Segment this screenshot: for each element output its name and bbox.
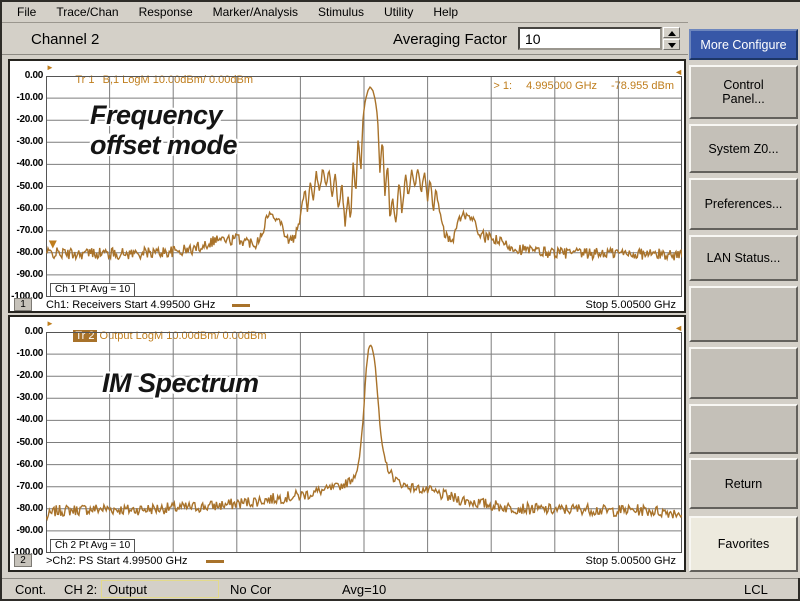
y-axis-tick-label: -30.00 — [16, 392, 43, 404]
y-axis-tick-label: -10.00 — [16, 348, 43, 360]
y-axis-tick-label: -100.00 — [11, 291, 43, 302]
channel-1-badge[interactable]: 1 — [14, 298, 32, 311]
lcl-indicator: LCL — [744, 582, 768, 597]
reference-level-marker-icon: ◄ — [674, 67, 683, 77]
y-axis-tick-label: -50.00 — [16, 180, 43, 192]
chart-2: ► Tr 2 Output LogM 10.00dBm/ 0.00dBm ◄ 0… — [8, 315, 686, 572]
more-configure-button[interactable]: More Configure — [689, 29, 798, 60]
blank-button-3[interactable] — [689, 404, 798, 454]
y-axis-tick-label: -70.00 — [16, 480, 43, 492]
chart-1: ► Tr 1 B,1 LogM 10.00dBm/ 0.00dBm > 1: 4.… — [8, 59, 686, 313]
channel-indicator: CH 2: — [64, 582, 98, 597]
sweep-mode-indicator: Cont. — [15, 582, 47, 597]
ch1-start-frequency-label: Ch1: Receivers Start 4.99500 GHz — [46, 299, 216, 311]
y-axis-tick-label: -20.00 — [16, 114, 43, 126]
spinner-up-button[interactable] — [663, 27, 680, 38]
menu-item-utility[interactable]: Utility — [384, 5, 414, 19]
y-axis-tick-label: 0.00 — [24, 70, 44, 81]
trace-1-badge: Tr 1 — [75, 74, 95, 86]
y-axis-tick-label: -30.00 — [16, 136, 43, 148]
ch1-point-average-indicator: Ch 1 Pt Avg = 10 — [50, 283, 136, 297]
marker-1-readout: > 1: 4.995000 GHz -78.955 dBm — [475, 68, 674, 104]
menu-item-marker-analysis[interactable]: Marker/Analysis — [212, 5, 298, 19]
trace-2-color-key — [206, 560, 224, 563]
arrow-up-icon — [668, 31, 676, 36]
y-axis-tick-label: -60.00 — [16, 458, 43, 470]
averaging-factor-input[interactable] — [518, 27, 662, 50]
marker-1-id: > 1: — [493, 80, 513, 92]
system-z0-button[interactable]: System Z0... — [689, 124, 798, 173]
y-axis-tick-label: -20.00 — [16, 370, 43, 382]
y-axis-tick-label: -70.00 — [16, 224, 43, 236]
preferences-button[interactable]: Preferences... — [689, 178, 798, 230]
control-panel-button[interactable]: Control Panel... — [689, 65, 798, 119]
marker-1-triangle — [48, 240, 57, 249]
y-axis-tick-label: 0.00 — [24, 326, 44, 337]
menu-item-help[interactable]: Help — [433, 5, 459, 19]
channel-title: Channel 2 — [31, 31, 100, 48]
plot-area-2 — [46, 332, 682, 553]
reference-level-marker-icon: ◄ — [674, 323, 683, 333]
annotation-frequency-offset-mode: Frequency offset mode — [90, 100, 238, 160]
measurement-indicator[interactable]: Output — [101, 580, 219, 598]
ch2-point-average-indicator: Ch 2 Pt Avg = 10 — [50, 539, 136, 553]
marker-1-frequency: 4.995000 GHz — [526, 80, 598, 92]
y-axis-tick-label: -40.00 — [16, 158, 43, 170]
averaging-status: Avg=10 — [342, 582, 387, 597]
y-axis-tick-label: -90.00 — [16, 524, 43, 536]
ch2-stop-frequency-label: Stop 5.00500 GHz — [585, 555, 676, 567]
annotation-im-spectrum: IM Spectrum — [102, 368, 259, 398]
menu-item-response[interactable]: Response — [138, 5, 193, 19]
arrow-down-icon — [668, 43, 676, 48]
y-axis-tick-label: -80.00 — [16, 502, 43, 514]
y-axis-tick-label: -10.00 — [16, 92, 43, 104]
y-axis-tick-label: -50.00 — [16, 436, 43, 448]
blank-button-1[interactable] — [689, 286, 798, 342]
trace-select-arrow-icon: ► — [46, 63, 54, 72]
trace-1-color-key — [232, 304, 250, 307]
averaging-factor-spinner — [663, 27, 680, 50]
lan-status-button[interactable]: LAN Status... — [689, 235, 798, 281]
y-axis-tick-label: -90.00 — [16, 268, 43, 280]
y-axis-tick-label: -80.00 — [16, 246, 43, 258]
favorites-button[interactable]: Favorites — [689, 516, 798, 572]
y-axis-tick-label: -60.00 — [16, 202, 43, 214]
trace-select-arrow-icon: ► — [46, 319, 54, 328]
averaging-factor-label: Averaging Factor — [393, 31, 507, 48]
menu-item-trace-chan[interactable]: Trace/Chan — [56, 5, 119, 19]
ch1-stop-frequency-label: Stop 5.00500 GHz — [585, 299, 676, 311]
blank-button-2[interactable] — [689, 347, 798, 399]
chart-2-footer: 2 >Ch2: PS Start 4.99500 GHz Stop 5.0050… — [10, 554, 684, 568]
status-bar: Cont. CH 2: Output No Cor Avg=10 LCL — [2, 578, 798, 599]
chart-1-footer: 1 Ch1: Receivers Start 4.99500 GHz Stop … — [10, 298, 684, 312]
y-axis-tick-label: -40.00 — [16, 414, 43, 426]
channel-bar: Channel 2 Averaging Factor — [2, 24, 798, 55]
y-axis-tick-label: -100.00 — [11, 547, 43, 558]
plot-area-1 — [46, 76, 682, 297]
marker-1-level: -78.955 dBm — [611, 80, 674, 92]
menu-item-file[interactable]: File — [17, 5, 37, 19]
sidebar: More Configure Control Panel... System Z0.… — [688, 2, 800, 578]
ch2-start-frequency-label: >Ch2: PS Start 4.99500 GHz — [46, 555, 188, 567]
channel-2-badge[interactable]: 2 — [14, 554, 32, 567]
spinner-down-button[interactable] — [663, 39, 680, 50]
correction-status: No Cor — [230, 582, 272, 597]
menu-item-stimulus[interactable]: Stimulus — [318, 5, 365, 19]
return-button[interactable]: Return — [689, 458, 798, 509]
menu-bar: File Trace/Chan Response Marker/Analysis Sti… — [2, 2, 798, 23]
